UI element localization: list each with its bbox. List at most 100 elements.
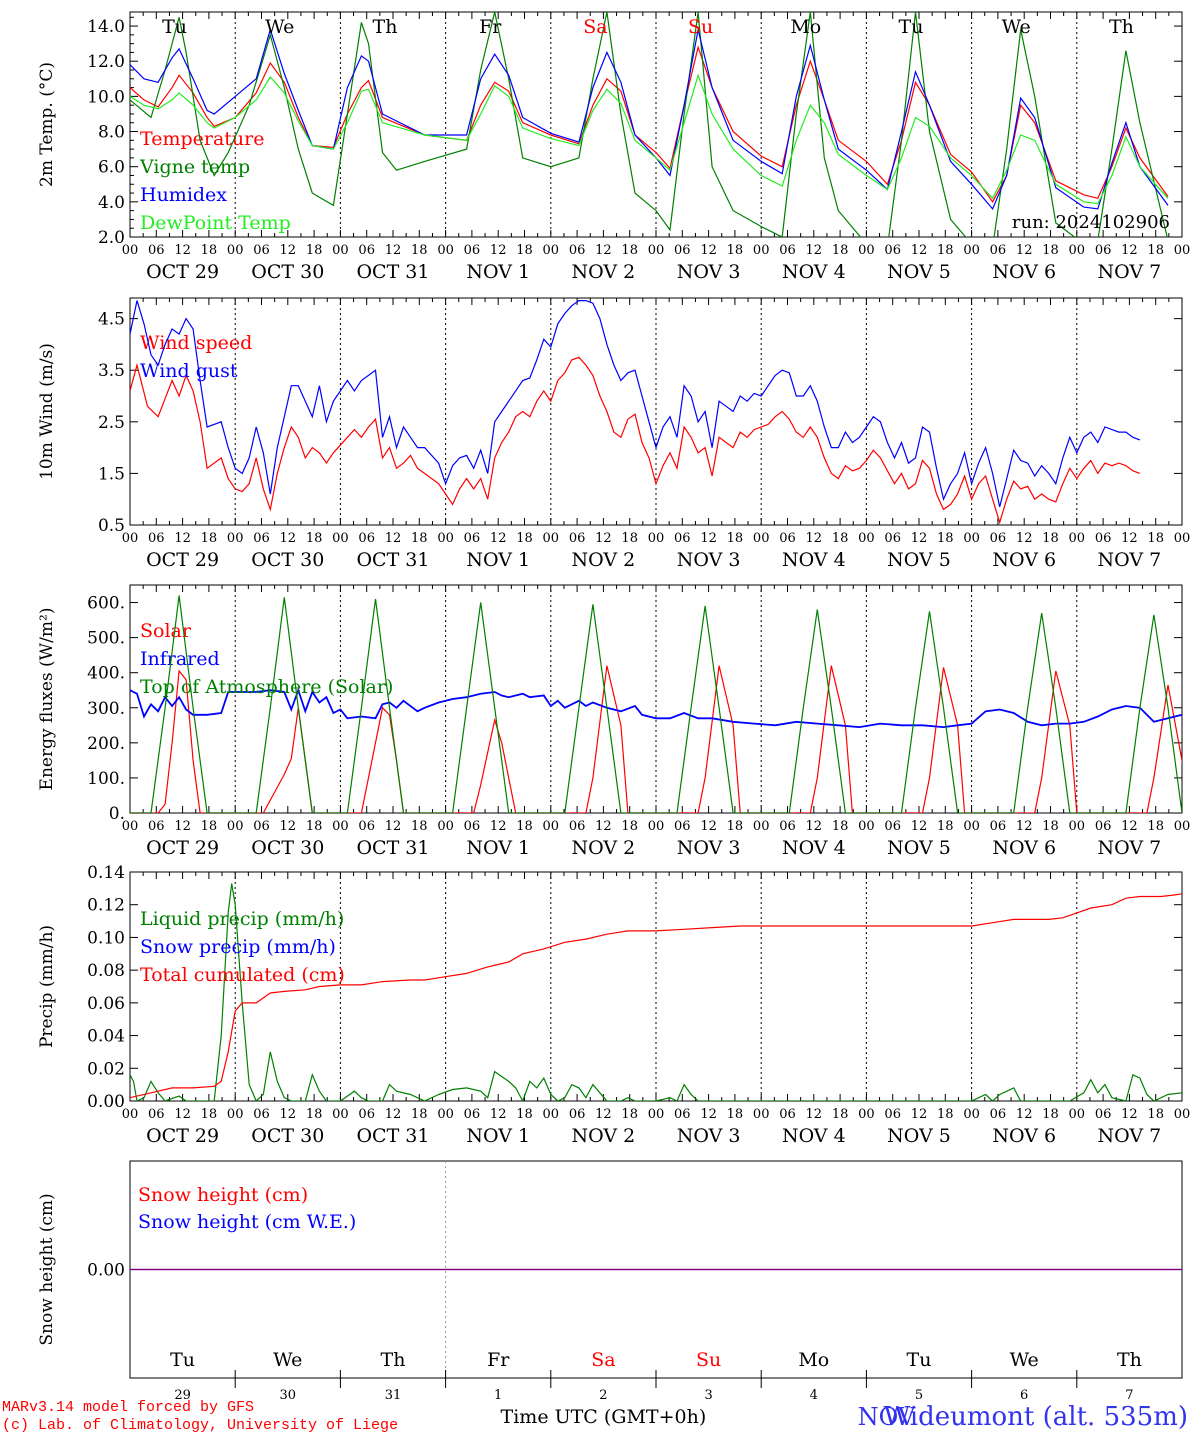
date-label: NOV 7 (1098, 549, 1162, 571)
day-number-label: 30 (280, 1388, 297, 1403)
date-label: NOV 6 (992, 549, 1056, 571)
date-label: NOV 4 (782, 1125, 846, 1147)
date-label: OCT 30 (251, 549, 324, 571)
hour-tick-label: 18 (516, 243, 533, 258)
hour-tick-label: 12 (806, 243, 823, 258)
hour-tick-label: 00 (963, 531, 980, 546)
date-label: NOV 6 (992, 837, 1056, 859)
series-line-top-of-atmosphere-solar- (130, 595, 1182, 813)
hour-tick-label: 00 (227, 243, 244, 258)
y-tick-label: 0.12 (87, 896, 125, 916)
hour-tick-label: 12 (174, 243, 191, 258)
date-label: NOV 3 (677, 261, 741, 283)
date-label: NOV 3 (677, 1125, 741, 1147)
hour-tick-label: 12 (595, 531, 612, 546)
hour-tick-label: 00 (543, 243, 560, 258)
weekday-label: Tu (899, 16, 924, 38)
legend-entry: DewPoint Temp (140, 212, 291, 234)
hour-tick-label: 06 (674, 243, 691, 258)
hour-tick-label: 12 (385, 1107, 402, 1122)
series-line-vigne-temp (130, 12, 1168, 237)
weekday-label: Th (1117, 1349, 1142, 1371)
hour-tick-label: 12 (385, 531, 402, 546)
y-tick-label: 100. (87, 769, 125, 789)
hour-tick-label: 18 (1147, 531, 1164, 546)
date-label: OCT 30 (251, 261, 324, 283)
hour-tick-label: 00 (648, 531, 665, 546)
hour-tick-label: 06 (464, 531, 481, 546)
hour-tick-label: 18 (1042, 243, 1059, 258)
hour-tick-label: 06 (358, 243, 375, 258)
y-axis-label: Precip (mm/h) (37, 925, 57, 1048)
hour-tick-label: 06 (674, 531, 691, 546)
hour-tick-label: 18 (832, 1107, 849, 1122)
hour-tick-label: 18 (727, 1107, 744, 1122)
hour-tick-label: 18 (306, 531, 323, 546)
y-tick-label: 0.14 (87, 863, 125, 883)
weekday-label: Fr (487, 1349, 510, 1371)
weekday-label: Th (1109, 16, 1134, 38)
hour-tick-label: 06 (884, 1107, 901, 1122)
hour-tick-label: 18 (1147, 243, 1164, 258)
hour-tick-label: 12 (1016, 1107, 1033, 1122)
hour-tick-label: 06 (358, 819, 375, 834)
hour-tick-label: 12 (700, 819, 717, 834)
day-number-label: 29 (174, 1388, 191, 1403)
hour-tick-label: 12 (280, 819, 297, 834)
hour-tick-label: 18 (201, 531, 218, 546)
hour-tick-label: 12 (174, 819, 191, 834)
date-label: NOV 1 (466, 549, 530, 571)
hour-tick-label: 12 (174, 1107, 191, 1122)
hour-tick-label: 00 (753, 1107, 770, 1122)
hour-tick-label: 12 (490, 531, 507, 546)
hour-tick-label: 06 (253, 243, 270, 258)
hour-tick-label: 06 (1095, 1107, 1112, 1122)
legend-entry: Top of Atmosphere (Solar) (140, 676, 393, 698)
hour-tick-label: 06 (148, 819, 165, 834)
date-label: NOV 5 (887, 549, 951, 571)
day-number-label: 3 (704, 1388, 712, 1403)
hour-tick-label: 12 (490, 1107, 507, 1122)
series-line-total-cumulated-cm- (130, 893, 1182, 1099)
legend-entry: Total cumulated (cm) (140, 964, 345, 986)
hour-tick-label: 00 (122, 531, 139, 546)
hour-tick-label: 00 (858, 531, 875, 546)
date-label: NOV 6 (992, 261, 1056, 283)
y-axis-label: 2m Temp. (°C) (37, 62, 57, 187)
hour-tick-label: 00 (648, 243, 665, 258)
hour-tick-label: 12 (490, 243, 507, 258)
weekday-label: Mo (798, 1349, 829, 1371)
date-label: NOV 1 (466, 1125, 530, 1147)
date-label: OCT 31 (356, 837, 429, 859)
legend-entry: Snow height (cm W.E.) (138, 1211, 356, 1233)
date-label: NOV 2 (572, 549, 636, 571)
legend-entry: Humidex (140, 184, 227, 206)
hour-tick-label: 00 (227, 819, 244, 834)
legend-entry: Infrared (140, 648, 220, 670)
hour-tick-label: 00 (122, 243, 139, 258)
day-number-label: 2 (599, 1388, 607, 1403)
hour-tick-label: 00 (1174, 819, 1191, 834)
series-line-temperature (130, 45, 1169, 203)
weekday-label: Th (373, 16, 398, 38)
day-number-label: 1 (494, 1388, 502, 1403)
y-tick-label: 600. (87, 594, 125, 614)
hour-tick-label: 06 (358, 531, 375, 546)
hour-tick-label: 00 (858, 819, 875, 834)
hour-tick-label: 00 (332, 243, 349, 258)
hour-tick-label: 18 (727, 531, 744, 546)
date-label: NOV 5 (887, 261, 951, 283)
hour-tick-label: 18 (1042, 531, 1059, 546)
hour-tick-label: 06 (674, 1107, 691, 1122)
hour-tick-label: 18 (306, 819, 323, 834)
hour-tick-label: 12 (700, 1107, 717, 1122)
hour-tick-label: 06 (990, 819, 1007, 834)
series-line-solar (130, 665, 1182, 813)
hour-tick-label: 18 (621, 819, 638, 834)
date-label: NOV 2 (572, 837, 636, 859)
y-tick-label: 8.0 (98, 123, 125, 143)
y-tick-label: 1.5 (98, 464, 125, 484)
y-tick-label: 10.0 (87, 87, 125, 107)
hour-tick-label: 00 (1174, 243, 1191, 258)
hour-tick-label: 18 (411, 1107, 428, 1122)
